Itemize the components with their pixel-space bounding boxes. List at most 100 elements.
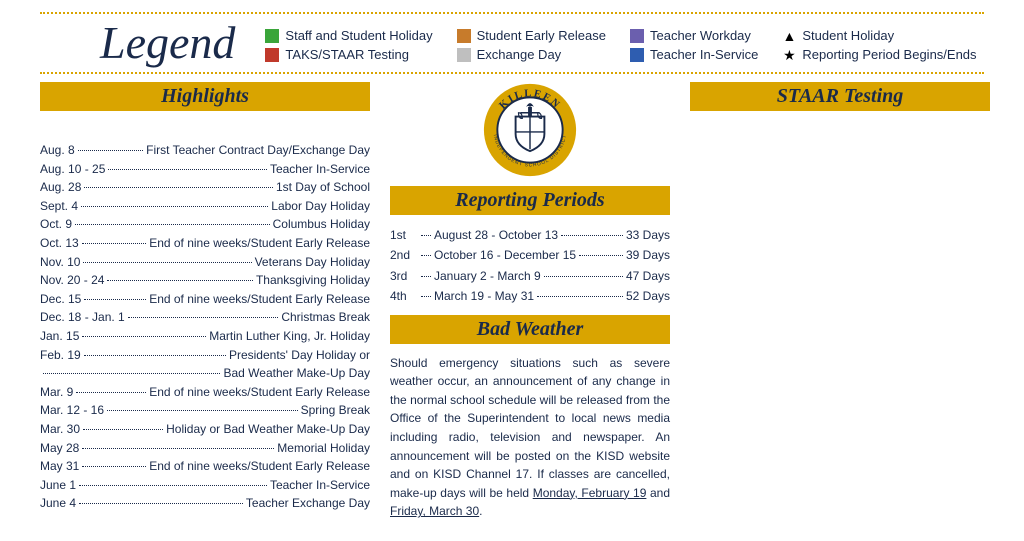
legend-symbol-icon: ▲ [782, 29, 796, 43]
highlight-date: Oct. 9 [40, 215, 72, 234]
highlight-row: Aug. 281st Day of School [40, 178, 370, 197]
highlight-desc: First Teacher Contract Day/Exchange Day [146, 141, 370, 160]
legend-item: ★Reporting Period Begins/Ends [782, 47, 976, 62]
legend-item: Staff and Student Holiday [265, 28, 432, 43]
highlight-desc: Columbus Holiday [273, 215, 370, 234]
legend-items: Staff and Student Holiday Student Early R… [265, 20, 976, 62]
highlight-row: May 28Memorial Holiday [40, 439, 370, 458]
bw-post: . [479, 504, 482, 518]
highlight-date: Dec. 18 - Jan. 1 [40, 308, 125, 327]
highlight-date: June 1 [40, 476, 76, 495]
highlight-row: Mar. 9End of nine weeks/Student Early Re… [40, 383, 370, 402]
rp-dates: August 28 - October 13 [434, 225, 558, 245]
highlight-row: Dec. 18 - Jan. 1 Christmas Break [40, 308, 370, 327]
dot-leader [421, 255, 431, 256]
highlight-desc: Teacher Exchange Day [246, 494, 370, 513]
rp-days: 33 Days [626, 225, 670, 245]
dot-leader [79, 503, 243, 504]
badweather-text: Should emergency situations such as seve… [390, 354, 670, 521]
rp-ordinal: 3rd [390, 266, 418, 286]
highlight-desc: End of nine weeks/Student Early Release [149, 290, 370, 309]
rp-days: 47 Days [626, 266, 670, 286]
legend-label: TAKS/STAAR Testing [285, 47, 409, 62]
highlight-desc: Spring Break [301, 401, 370, 420]
highlight-row: Nov. 10Veterans Day Holiday [40, 253, 370, 272]
highlights-list: Aug. 8 First Teacher Contract Day/Exchang… [40, 141, 370, 513]
legend-item: TAKS/STAAR Testing [265, 47, 432, 62]
dot-leader [82, 243, 147, 244]
dot-leader [84, 187, 273, 188]
legend-item: Exchange Day [457, 47, 606, 62]
dot-leader [128, 317, 279, 318]
highlight-desc: Teacher In-Service [270, 476, 370, 495]
highlights-title: Highlights [40, 82, 370, 111]
highlight-row: Bad Weather Make-Up Day [40, 364, 370, 383]
badweather-title: Bad Weather [390, 315, 670, 344]
highlight-date: Jan. 15 [40, 327, 79, 346]
highlight-date: Feb. 19 [40, 346, 81, 365]
highlight-date: May 31 [40, 457, 79, 476]
legend-item: Teacher Workday [630, 28, 758, 43]
legend-label: Teacher Workday [650, 28, 751, 43]
col-staar: STAAR Testing [690, 82, 990, 521]
highlight-desc: End of nine weeks/Student Early Release [149, 457, 370, 476]
district-seal-icon: KILLEEN INDEPENDENT SCHOOL DISTRICT [482, 82, 578, 178]
legend-title: Legend [100, 20, 235, 66]
highlight-date: Sept. 4 [40, 197, 78, 216]
rp-dates: March 19 - May 31 [434, 286, 534, 306]
highlight-desc: Christmas Break [281, 308, 370, 327]
dot-leader [421, 235, 431, 236]
highlight-desc: Teacher In-Service [270, 160, 370, 179]
legend-item: Student Early Release [457, 28, 606, 43]
legend-label: Student Holiday [802, 28, 894, 43]
highlight-row: June 1 Teacher In-Service [40, 476, 370, 495]
legend-label: Reporting Period Begins/Ends [802, 47, 976, 62]
highlight-row: Jan. 15 Martin Luther King, Jr. Holiday [40, 327, 370, 346]
reporting-row: 1st August 28 - October 13 33 Days [390, 225, 670, 245]
highlight-date: Nov. 20 - 24 [40, 271, 104, 290]
seal-wrap: KILLEEN INDEPENDENT SCHOOL DISTRICT [390, 82, 670, 178]
bw-date2: Friday, March 30 [390, 504, 479, 518]
legend-item: Teacher In-Service [630, 47, 758, 62]
reporting-row: 3rdJanuary 2 - March 947 Days [390, 266, 670, 286]
highlight-row: Mar. 12 - 16 Spring Break [40, 401, 370, 420]
legend-swatch [457, 29, 471, 43]
dot-leader [561, 235, 623, 236]
dot-leader [75, 224, 270, 225]
highlight-desc: Veterans Day Holiday [255, 253, 370, 272]
dot-leader [83, 262, 251, 263]
highlight-row: June 4Teacher Exchange Day [40, 494, 370, 513]
highlight-desc: Martin Luther King, Jr. Holiday [209, 327, 370, 346]
legend-swatch [630, 29, 644, 43]
dot-leader [108, 169, 267, 170]
highlight-date: Aug. 10 - 25 [40, 160, 105, 179]
highlight-row: Feb. 19 Presidents' Day Holiday or [40, 346, 370, 365]
highlight-date: Mar. 12 - 16 [40, 401, 104, 420]
dot-leader [84, 299, 146, 300]
col-middle: KILLEEN INDEPENDENT SCHOOL DISTRICT [390, 82, 670, 521]
highlight-desc: Presidents' Day Holiday or [229, 346, 370, 365]
highlight-date: Mar. 9 [40, 383, 73, 402]
highlight-desc: Labor Day Holiday [271, 197, 370, 216]
legend-label: Student Early Release [477, 28, 606, 43]
dot-leader [43, 373, 220, 374]
bw-pre: Should emergency situations such as seve… [390, 356, 670, 500]
highlight-date: Aug. 8 [40, 141, 75, 160]
reporting-list: 1stAugust 28 - October 1333 Days2ndOctob… [390, 225, 670, 307]
legend-item: ▲ Student Holiday [782, 28, 976, 43]
dot-leader [544, 276, 623, 277]
rp-dates: October 16 - December 15 [434, 245, 576, 265]
highlight-row: Dec. 15End of nine weeks/Student Early R… [40, 290, 370, 309]
spacer [40, 121, 370, 141]
rp-ordinal: 1st [390, 225, 418, 245]
calendar-legend-page: Legend Staff and Student Holiday Student … [0, 0, 1024, 541]
highlight-desc: Bad Weather Make-Up Day [223, 364, 370, 383]
highlight-desc: 1st Day of School [276, 178, 370, 197]
dot-leader [79, 485, 267, 486]
legend-swatch [630, 48, 644, 62]
divider-bottom [40, 72, 984, 74]
legend-label: Teacher In-Service [650, 47, 758, 62]
dot-leader [421, 296, 431, 297]
highlight-row: Aug. 8 First Teacher Contract Day/Exchang… [40, 141, 370, 160]
legend-swatch [265, 48, 279, 62]
